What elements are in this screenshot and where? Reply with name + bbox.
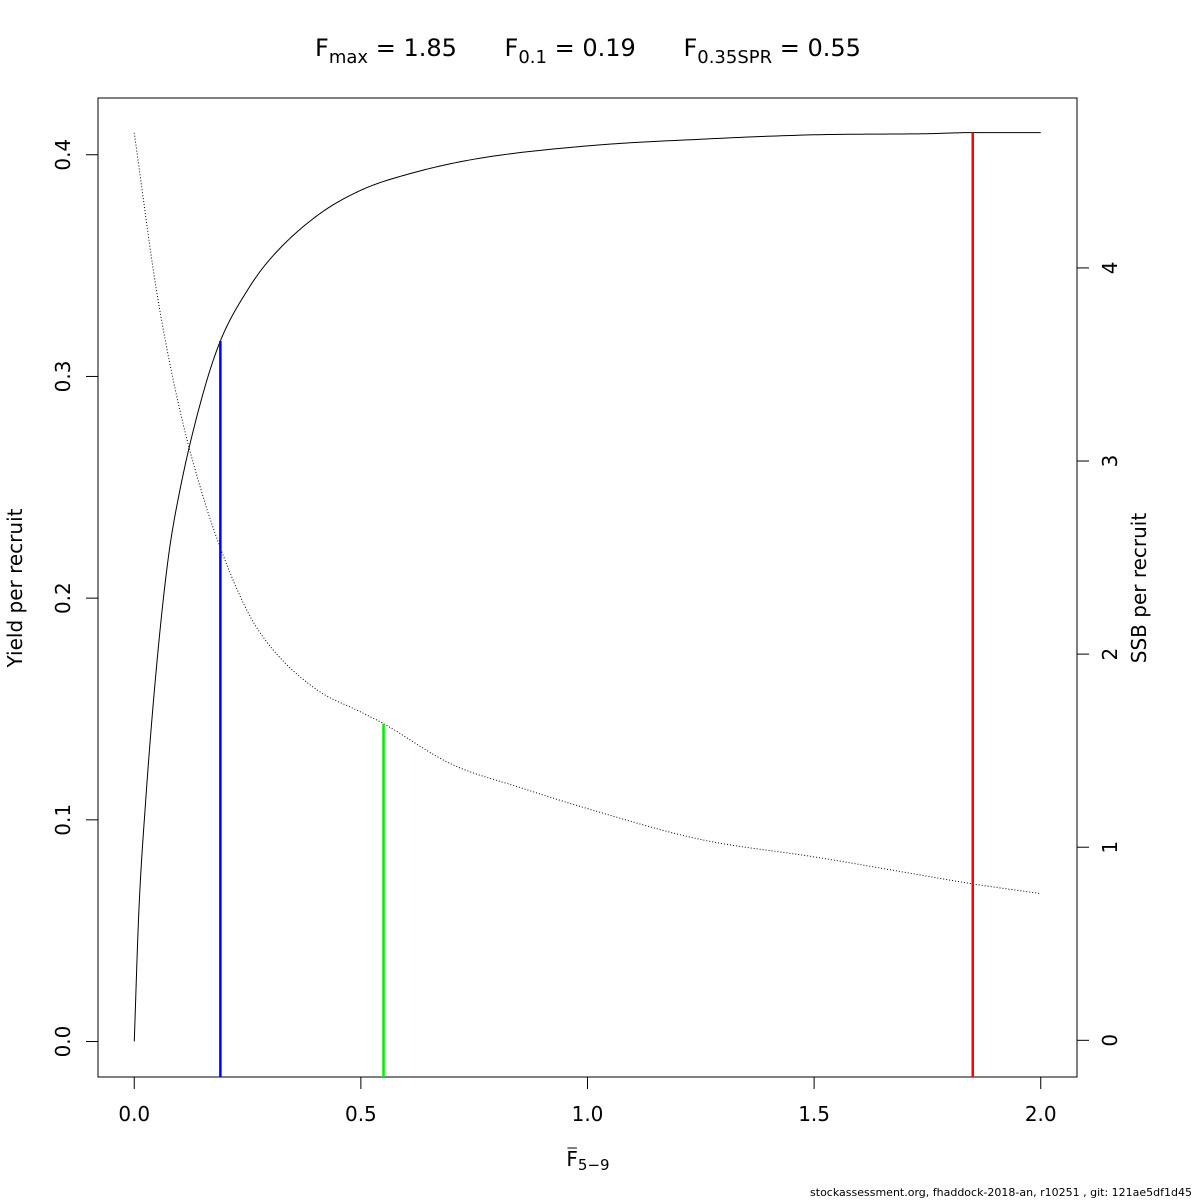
title-value: = 0.55 — [772, 34, 861, 62]
title-label-main: F — [683, 34, 697, 62]
chart-title: Fmax = 1.85 F0.1 = 0.19 F0.35SPR = 0.55 — [315, 34, 861, 68]
y-right-tick-label: 2 — [1098, 648, 1122, 661]
x-tick-label: 1.0 — [572, 1102, 604, 1126]
x-axis: 0.0 0.5 1.0 1.5 2.0 — [118, 1076, 1057, 1126]
x-axis-title-sub: 5−9 — [578, 1156, 610, 1174]
footer-credit: stockassessment.org, fhaddock-2018-an, r… — [810, 1186, 1192, 1199]
y-right-tick-label: 4 — [1098, 262, 1122, 275]
x-tick-label: 0.5 — [345, 1102, 377, 1126]
x-tick-label: 1.5 — [798, 1102, 830, 1126]
y-axis-left: 0.0 0.1 0.2 0.3 0.4 — [51, 139, 98, 1058]
title-value: = 0.19 — [547, 34, 636, 62]
y-axis-right-title: SSB per recruit — [1127, 513, 1151, 664]
title-label-main: F — [505, 34, 519, 62]
title-gap — [676, 34, 684, 62]
y-left-tick-label: 0.1 — [51, 804, 75, 836]
title-gap — [497, 34, 505, 62]
title-label-main: F — [315, 34, 329, 62]
series-yield-per-recruit-line — [133, 132, 1041, 1042]
title-label-sub: max — [329, 47, 369, 68]
x-tick-label: 0.0 — [118, 1102, 150, 1126]
series-group — [133, 132, 1041, 1042]
y-axis-right: 0 1 2 3 4 — [1077, 262, 1122, 1047]
title-label-sub: 0.1 — [518, 47, 547, 68]
x-tick-label: 2.0 — [1025, 1102, 1057, 1126]
reference-lines — [219, 132, 975, 1077]
y-left-tick-label: 0.0 — [51, 1026, 75, 1058]
title-label-sub: 0.35SPR — [697, 47, 772, 68]
y-right-tick-label: 1 — [1098, 841, 1122, 854]
y-right-tick-label: 0 — [1098, 1034, 1122, 1047]
svg-text:F5−9: F5−9 — [566, 1147, 609, 1174]
x-axis-title: F5−9 — [566, 1147, 609, 1174]
y-axis-left-title: Yield per recruit — [3, 508, 27, 668]
x-axis-title-main: F — [566, 1147, 578, 1171]
y-left-tick-label: 0.4 — [51, 139, 75, 171]
series-ssb-per-recruit-line — [133, 132, 1041, 895]
y-left-tick-label: 0.2 — [51, 582, 75, 614]
y-left-tick-label: 0.3 — [51, 361, 75, 393]
y-right-tick-label: 3 — [1098, 455, 1122, 468]
title-value: = 1.85 — [368, 34, 457, 62]
